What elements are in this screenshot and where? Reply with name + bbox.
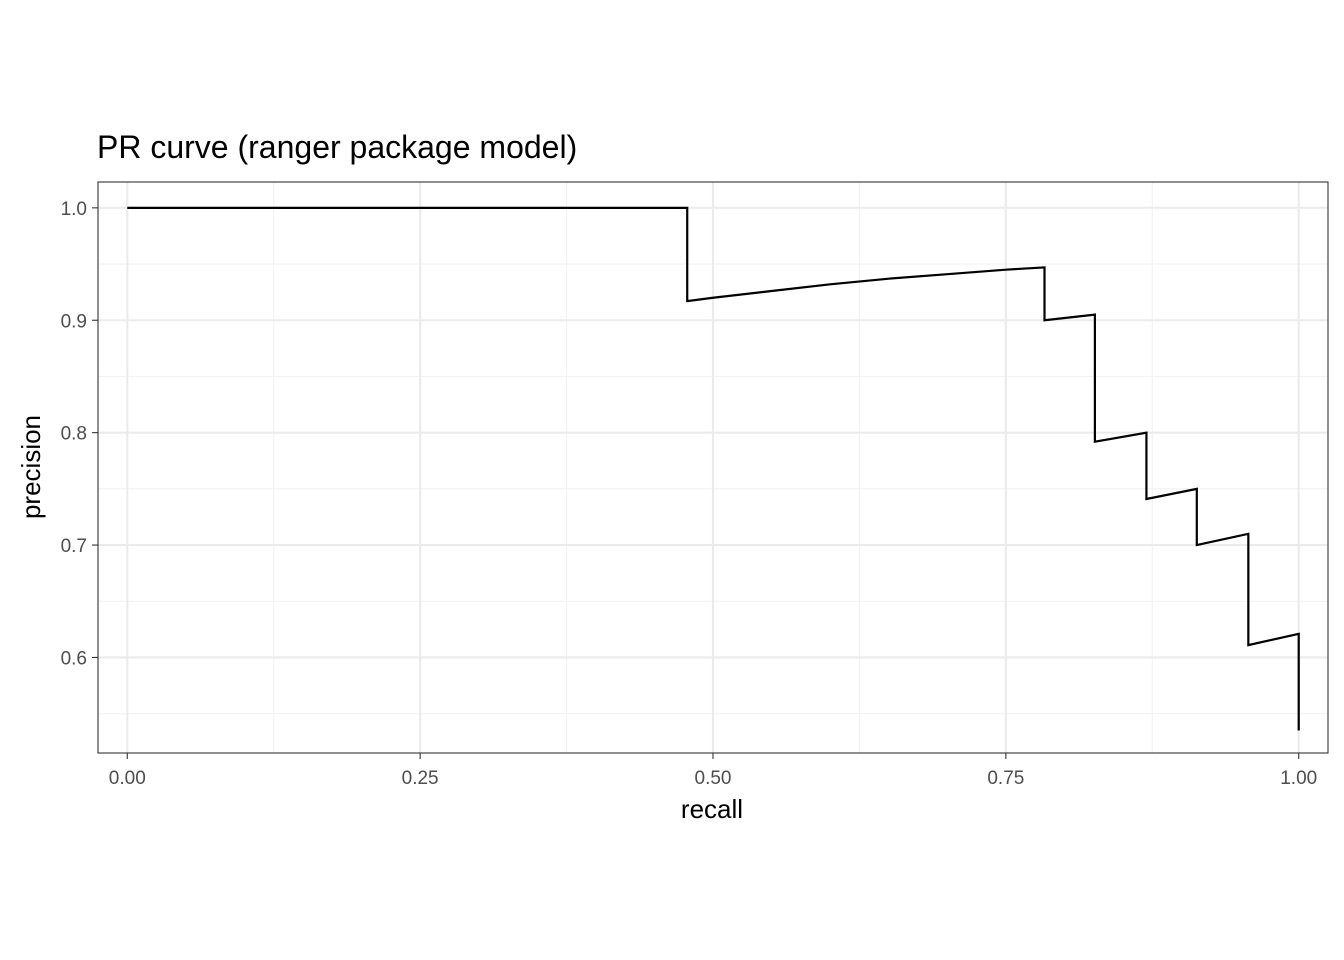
x-tick-label-0: 0.00: [109, 768, 146, 789]
y-tick-label-0: 0.6: [61, 648, 87, 669]
y-tick-label-1: 0.7: [61, 536, 87, 557]
pr-curve-line-0: [127, 206, 1300, 731]
x-tick-label-2: 0.50: [695, 768, 732, 789]
x-tick-label-4: 1.00: [1280, 768, 1317, 789]
y-tick-label-3: 0.9: [61, 311, 87, 332]
axes: 0.00 0.25 0.50 0.75 1.00 0.6 0.7 0.8 0.9 1.0: [61, 199, 1318, 789]
x-tick-label-3: 0.75: [987, 768, 1024, 789]
x-axis-title: recall: [681, 794, 743, 824]
x-tick-label-1: 0.25: [402, 768, 439, 789]
grid-lines: [98, 182, 1328, 753]
y-tick-label-2: 0.8: [61, 424, 87, 445]
chart-title: PR curve (ranger package model): [97, 129, 577, 165]
y-tick-label-4: 1.0: [61, 199, 87, 220]
y-axis-title: precision: [16, 415, 46, 519]
curve-layer: [127, 206, 1300, 731]
